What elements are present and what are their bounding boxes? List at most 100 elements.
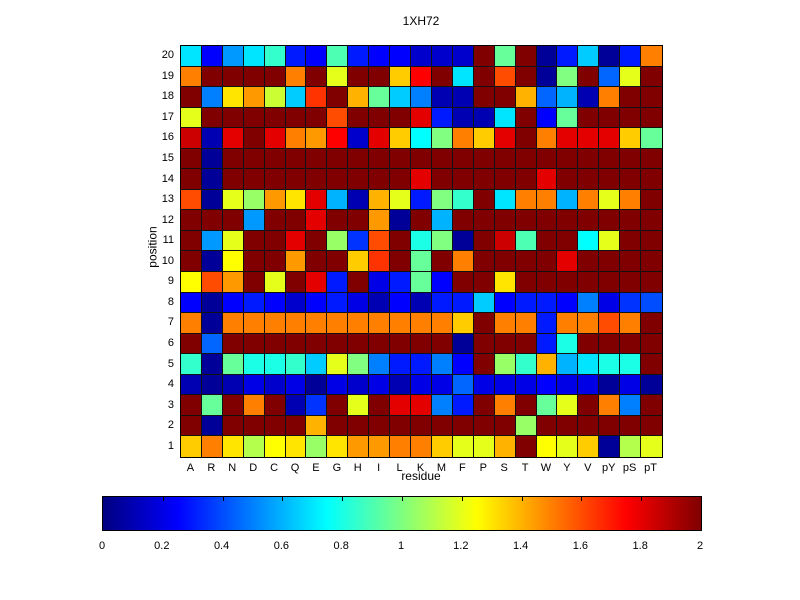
heatmap-cell (620, 87, 642, 108)
heatmap-cell (515, 395, 537, 416)
heatmap-cell (264, 66, 286, 88)
colorbar-tick-label: 1.4 (512, 540, 529, 552)
heatmap-cell (390, 333, 412, 355)
heatmap-cell (390, 210, 412, 231)
heatmap-cell (369, 148, 391, 170)
heatmap-cell (641, 169, 662, 190)
heatmap-cell (411, 66, 432, 88)
heatmap-cell (306, 251, 328, 273)
heatmap-cell (557, 107, 579, 129)
heatmap-cell (431, 436, 453, 457)
heatmap-cell (327, 210, 349, 231)
heatmap-cell (578, 189, 600, 211)
heatmap-cell (243, 230, 265, 252)
heatmap-cell (181, 66, 202, 88)
heatmap-cell (411, 313, 432, 334)
heatmap-cell (452, 251, 474, 273)
heatmap-cell (578, 313, 600, 334)
heatmap-cell (473, 46, 495, 67)
heatmap-cell (536, 128, 558, 149)
y-tick-label: 1 (167, 439, 174, 452)
heatmap-cell (201, 46, 223, 67)
heatmap-cell (473, 251, 495, 273)
heatmap-cell (557, 313, 579, 334)
heatmap-cell (222, 374, 244, 396)
heatmap-cell (599, 107, 621, 129)
heatmap-cell (306, 87, 328, 108)
heatmap-cell (348, 107, 370, 129)
heatmap-cell (327, 354, 349, 375)
heatmap-cell (557, 272, 579, 293)
heatmap-cell (620, 395, 642, 416)
heatmap-cell (369, 189, 391, 211)
heatmap-cell (201, 230, 223, 252)
heatmap-cell (201, 415, 223, 437)
heatmap-cell (641, 415, 662, 437)
heatmap-cell (599, 436, 621, 457)
heatmap-cell (243, 395, 265, 416)
heatmap-cell (201, 169, 223, 190)
heatmap-cell (222, 251, 244, 273)
heatmap-cell (536, 436, 558, 457)
heatmap-cell (452, 107, 474, 129)
heatmap-cell (201, 436, 223, 457)
heatmap-cell (641, 436, 662, 457)
heatmap-cell (264, 148, 286, 170)
heatmap-cell (473, 189, 495, 211)
x-tick-label: pY (601, 462, 616, 474)
heatmap-cell (201, 354, 223, 375)
heatmap-cell (620, 210, 642, 231)
x-tick-label: T (521, 462, 529, 474)
heatmap-cell (243, 292, 265, 314)
heatmap-cell (557, 46, 579, 67)
heatmap-cell (515, 148, 537, 170)
heatmap-cell (264, 395, 286, 416)
colorbar-tick-label: 1 (397, 540, 405, 552)
heatmap-cell (201, 374, 223, 396)
heatmap-cell (620, 66, 642, 88)
heatmap-cell (411, 333, 432, 355)
heatmap-cell (306, 415, 328, 437)
heatmap-cell (348, 292, 370, 314)
y-tick-label: 3 (167, 398, 174, 411)
colorbar-tick-label: 0 (98, 540, 106, 552)
heatmap-cell (452, 87, 474, 108)
heatmap-cell (327, 148, 349, 170)
y-tick-label: 9 (167, 275, 174, 288)
x-tick-label: pS (622, 462, 637, 474)
x-tick-label: Q (290, 462, 300, 474)
heatmap-cell (515, 230, 537, 252)
y-tick-label: 2 (167, 419, 174, 432)
heatmap-cell (620, 107, 642, 129)
y-tick-label: 15 (161, 152, 174, 165)
heatmap-cell (348, 189, 370, 211)
heatmap-cell (578, 395, 600, 416)
heatmap-cell (222, 210, 244, 231)
heatmap-cell (243, 128, 265, 149)
heatmap-cell (369, 46, 391, 67)
colorbar-tick-label: 1.6 (572, 540, 589, 552)
heatmap-cell (620, 333, 642, 355)
heatmap-cell (452, 46, 474, 67)
heatmap-cell (536, 210, 558, 231)
heatmap-cell (536, 354, 558, 375)
heatmap-cell (494, 148, 516, 170)
heatmap-cell (306, 169, 328, 190)
heatmap-cell (222, 128, 244, 149)
heatmap-cell (431, 395, 453, 416)
heatmap-cell (473, 210, 495, 231)
heatmap-cell (222, 148, 244, 170)
heatmap-cell (222, 107, 244, 129)
heatmap-cell (306, 148, 328, 170)
heatmap-cell (390, 46, 412, 67)
heatmap-cell (599, 333, 621, 355)
heatmap-cell (222, 333, 244, 355)
heatmap-cell (243, 333, 265, 355)
heatmap-cell (390, 107, 412, 129)
heatmap-cell (327, 374, 349, 396)
heatmap-cell (452, 436, 474, 457)
heatmap-cell (641, 189, 662, 211)
heatmap-cell (306, 46, 328, 67)
heatmap-cell (285, 436, 307, 457)
x-tick-label: M (436, 462, 446, 474)
